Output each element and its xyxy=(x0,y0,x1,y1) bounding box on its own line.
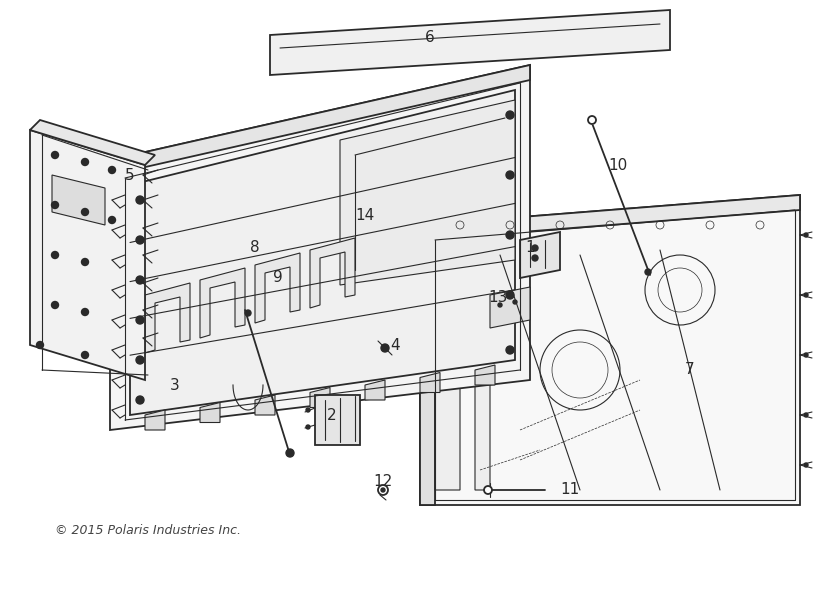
Text: 12: 12 xyxy=(373,474,392,489)
Circle shape xyxy=(498,303,502,307)
Polygon shape xyxy=(255,395,275,415)
Polygon shape xyxy=(30,120,155,165)
Polygon shape xyxy=(52,175,105,225)
Polygon shape xyxy=(420,195,800,240)
Circle shape xyxy=(52,252,58,259)
Polygon shape xyxy=(30,130,145,380)
Circle shape xyxy=(82,352,88,358)
Polygon shape xyxy=(145,410,165,430)
Text: 8: 8 xyxy=(250,241,260,256)
Circle shape xyxy=(245,310,251,316)
Circle shape xyxy=(136,396,144,404)
Circle shape xyxy=(645,269,651,275)
Text: 6: 6 xyxy=(425,31,435,46)
Circle shape xyxy=(306,408,310,412)
Polygon shape xyxy=(255,253,300,323)
Circle shape xyxy=(506,291,514,299)
Polygon shape xyxy=(315,395,360,445)
Circle shape xyxy=(136,196,144,204)
Circle shape xyxy=(37,341,43,349)
Text: 14: 14 xyxy=(355,207,374,222)
Polygon shape xyxy=(435,275,490,490)
Circle shape xyxy=(136,356,144,364)
Polygon shape xyxy=(145,283,190,353)
Circle shape xyxy=(485,487,491,493)
Polygon shape xyxy=(310,388,330,407)
Polygon shape xyxy=(420,195,800,505)
Circle shape xyxy=(108,216,115,223)
Circle shape xyxy=(108,167,115,174)
Text: 13: 13 xyxy=(488,291,508,305)
Circle shape xyxy=(136,276,144,284)
Circle shape xyxy=(513,300,517,304)
Circle shape xyxy=(52,201,58,208)
Circle shape xyxy=(136,236,144,244)
Text: 3: 3 xyxy=(170,377,180,392)
Circle shape xyxy=(804,463,808,467)
Polygon shape xyxy=(270,10,670,75)
Polygon shape xyxy=(110,65,530,175)
Circle shape xyxy=(52,152,58,159)
Polygon shape xyxy=(200,403,220,422)
Polygon shape xyxy=(475,365,495,385)
Text: 1: 1 xyxy=(525,241,535,256)
Polygon shape xyxy=(520,232,560,278)
Circle shape xyxy=(506,231,514,239)
Circle shape xyxy=(82,259,88,265)
Text: 2: 2 xyxy=(327,407,337,422)
Text: 11: 11 xyxy=(560,483,580,498)
Polygon shape xyxy=(365,380,385,400)
Circle shape xyxy=(381,488,385,492)
Circle shape xyxy=(381,344,389,352)
Circle shape xyxy=(52,301,58,308)
Circle shape xyxy=(306,425,310,429)
Circle shape xyxy=(532,255,538,261)
Text: © 2015 Polaris Industries Inc.: © 2015 Polaris Industries Inc. xyxy=(55,524,241,537)
Polygon shape xyxy=(420,225,435,505)
Polygon shape xyxy=(200,268,245,338)
Circle shape xyxy=(804,353,808,357)
Polygon shape xyxy=(490,287,530,328)
Text: 5: 5 xyxy=(125,168,135,183)
Circle shape xyxy=(136,316,144,324)
Text: 7: 7 xyxy=(686,362,695,377)
Polygon shape xyxy=(310,238,355,308)
Text: 9: 9 xyxy=(273,271,283,286)
Circle shape xyxy=(532,245,538,251)
Polygon shape xyxy=(130,90,515,415)
Circle shape xyxy=(506,346,514,354)
Polygon shape xyxy=(340,100,515,285)
Circle shape xyxy=(286,449,294,457)
Circle shape xyxy=(506,111,514,119)
Circle shape xyxy=(82,208,88,216)
Text: 10: 10 xyxy=(609,158,627,173)
Circle shape xyxy=(82,159,88,165)
Circle shape xyxy=(82,308,88,316)
Text: 4: 4 xyxy=(390,337,400,352)
Circle shape xyxy=(804,413,808,417)
Polygon shape xyxy=(110,65,530,430)
Circle shape xyxy=(588,116,596,124)
Circle shape xyxy=(506,171,514,179)
Polygon shape xyxy=(420,373,440,392)
Circle shape xyxy=(804,233,808,237)
Circle shape xyxy=(804,293,808,297)
